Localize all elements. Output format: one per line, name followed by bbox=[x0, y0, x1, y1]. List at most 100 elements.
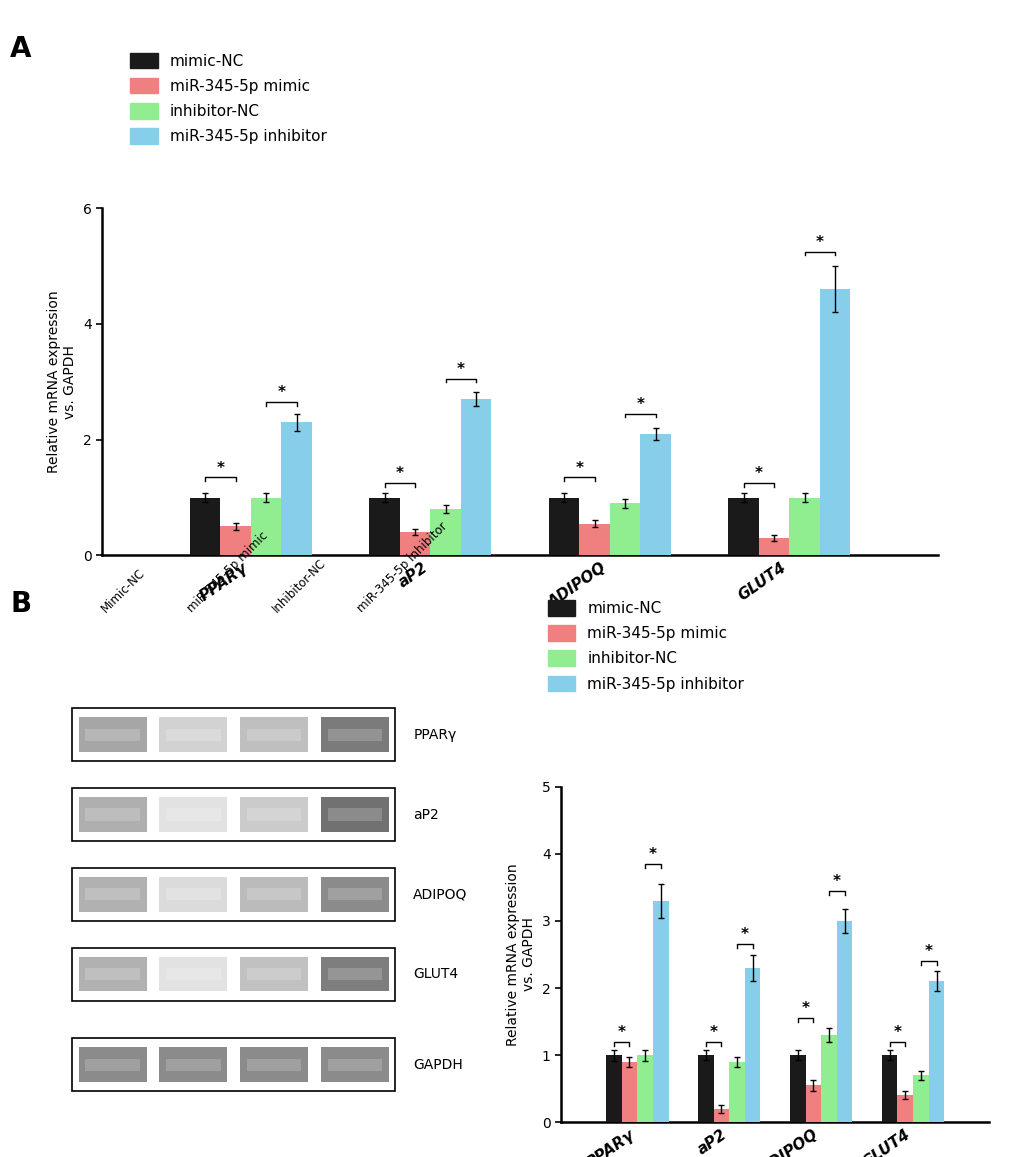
Bar bbox=[240, 877, 308, 912]
Bar bbox=[327, 809, 382, 820]
Bar bbox=[159, 877, 227, 912]
Text: *: * bbox=[801, 1001, 809, 1016]
Bar bbox=[86, 1059, 140, 1070]
Bar bbox=[240, 797, 308, 832]
Bar bbox=[240, 717, 308, 752]
Text: *: * bbox=[754, 466, 762, 481]
Bar bbox=[78, 797, 147, 832]
Text: *: * bbox=[648, 847, 656, 862]
Bar bbox=[461, 399, 491, 555]
Bar bbox=[912, 1075, 928, 1122]
Text: Mimic-NC: Mimic-NC bbox=[99, 566, 148, 616]
Bar bbox=[321, 877, 388, 912]
Bar bbox=[399, 532, 430, 555]
Bar bbox=[430, 509, 461, 555]
Bar bbox=[637, 1055, 652, 1122]
Bar bbox=[72, 948, 395, 1001]
Bar bbox=[240, 1047, 308, 1082]
Bar bbox=[78, 1047, 147, 1082]
Bar bbox=[609, 503, 640, 555]
Bar bbox=[247, 889, 301, 900]
Bar bbox=[881, 1055, 897, 1122]
Bar bbox=[72, 1038, 395, 1091]
Bar bbox=[78, 957, 147, 992]
Bar bbox=[72, 708, 395, 761]
Bar bbox=[897, 1096, 912, 1122]
Text: *: * bbox=[636, 397, 644, 412]
Bar bbox=[805, 1085, 820, 1122]
Bar bbox=[819, 289, 850, 555]
Text: B: B bbox=[10, 590, 32, 618]
Text: *: * bbox=[709, 1025, 717, 1040]
Bar bbox=[327, 1059, 382, 1070]
Text: *: * bbox=[277, 385, 285, 400]
Bar bbox=[652, 901, 667, 1122]
Bar bbox=[166, 809, 220, 820]
Bar bbox=[247, 809, 301, 820]
Bar bbox=[789, 498, 819, 555]
Bar bbox=[728, 498, 758, 555]
Bar bbox=[327, 729, 382, 740]
Text: *: * bbox=[216, 460, 224, 476]
Bar bbox=[86, 809, 140, 820]
Y-axis label: Relative mRNA expression
vs. GAPDH: Relative mRNA expression vs. GAPDH bbox=[505, 863, 536, 1046]
Text: A: A bbox=[10, 35, 32, 62]
Text: ADIPOQ: ADIPOQ bbox=[413, 887, 468, 901]
Legend: mimic-NC, miR-345-5p mimic, inhibitor-NC, miR-345-5p inhibitor: mimic-NC, miR-345-5p mimic, inhibitor-NC… bbox=[541, 594, 750, 698]
Bar bbox=[321, 957, 388, 992]
Bar bbox=[321, 1047, 388, 1082]
Text: PPARγ: PPARγ bbox=[413, 728, 457, 742]
Bar bbox=[247, 1059, 301, 1070]
Bar bbox=[321, 717, 388, 752]
Bar bbox=[72, 868, 395, 921]
Bar bbox=[697, 1055, 713, 1122]
Bar bbox=[369, 498, 399, 555]
Bar bbox=[86, 889, 140, 900]
Text: GAPDH: GAPDH bbox=[413, 1057, 463, 1071]
Text: GLUT4: GLUT4 bbox=[413, 967, 458, 981]
Text: Inhibitor-NC: Inhibitor-NC bbox=[269, 557, 328, 616]
Bar bbox=[758, 538, 789, 555]
Bar bbox=[605, 1055, 621, 1122]
Legend: mimic-NC, miR-345-5p mimic, inhibitor-NC, miR-345-5p inhibitor: mimic-NC, miR-345-5p mimic, inhibitor-NC… bbox=[123, 46, 332, 150]
Bar bbox=[548, 498, 579, 555]
Bar bbox=[621, 1062, 637, 1122]
Bar bbox=[251, 498, 281, 555]
Bar bbox=[729, 1062, 744, 1122]
Bar bbox=[190, 498, 220, 555]
Bar bbox=[281, 422, 312, 555]
Text: *: * bbox=[893, 1025, 901, 1040]
Bar bbox=[579, 523, 609, 555]
Bar bbox=[240, 957, 308, 992]
Bar bbox=[166, 889, 220, 900]
Bar bbox=[72, 788, 395, 841]
Bar bbox=[159, 797, 227, 832]
Bar bbox=[86, 968, 140, 980]
Text: *: * bbox=[740, 928, 748, 943]
Text: *: * bbox=[924, 944, 931, 959]
Bar bbox=[86, 729, 140, 740]
Text: *: * bbox=[618, 1025, 625, 1040]
Text: miR-345-5p mimic: miR-345-5p mimic bbox=[184, 529, 270, 616]
Bar bbox=[327, 889, 382, 900]
Text: aP2: aP2 bbox=[413, 808, 438, 821]
Text: miR-345-5p inhibitor: miR-345-5p inhibitor bbox=[355, 519, 449, 616]
Y-axis label: Relative mRNA expression
vs. GAPDH: Relative mRNA expression vs. GAPDH bbox=[47, 290, 77, 473]
Bar bbox=[928, 981, 944, 1122]
Bar bbox=[247, 968, 301, 980]
Bar bbox=[820, 1036, 836, 1122]
Bar bbox=[321, 797, 388, 832]
Bar bbox=[220, 526, 251, 555]
Bar bbox=[744, 968, 760, 1122]
Text: *: * bbox=[395, 466, 404, 481]
Bar bbox=[789, 1055, 805, 1122]
Text: *: * bbox=[575, 460, 583, 476]
Bar bbox=[166, 968, 220, 980]
Text: *: * bbox=[457, 362, 465, 377]
Bar bbox=[78, 877, 147, 912]
Bar bbox=[166, 729, 220, 740]
Bar bbox=[166, 1059, 220, 1070]
Bar bbox=[640, 434, 671, 555]
Bar bbox=[713, 1108, 729, 1122]
Text: *: * bbox=[815, 235, 823, 250]
